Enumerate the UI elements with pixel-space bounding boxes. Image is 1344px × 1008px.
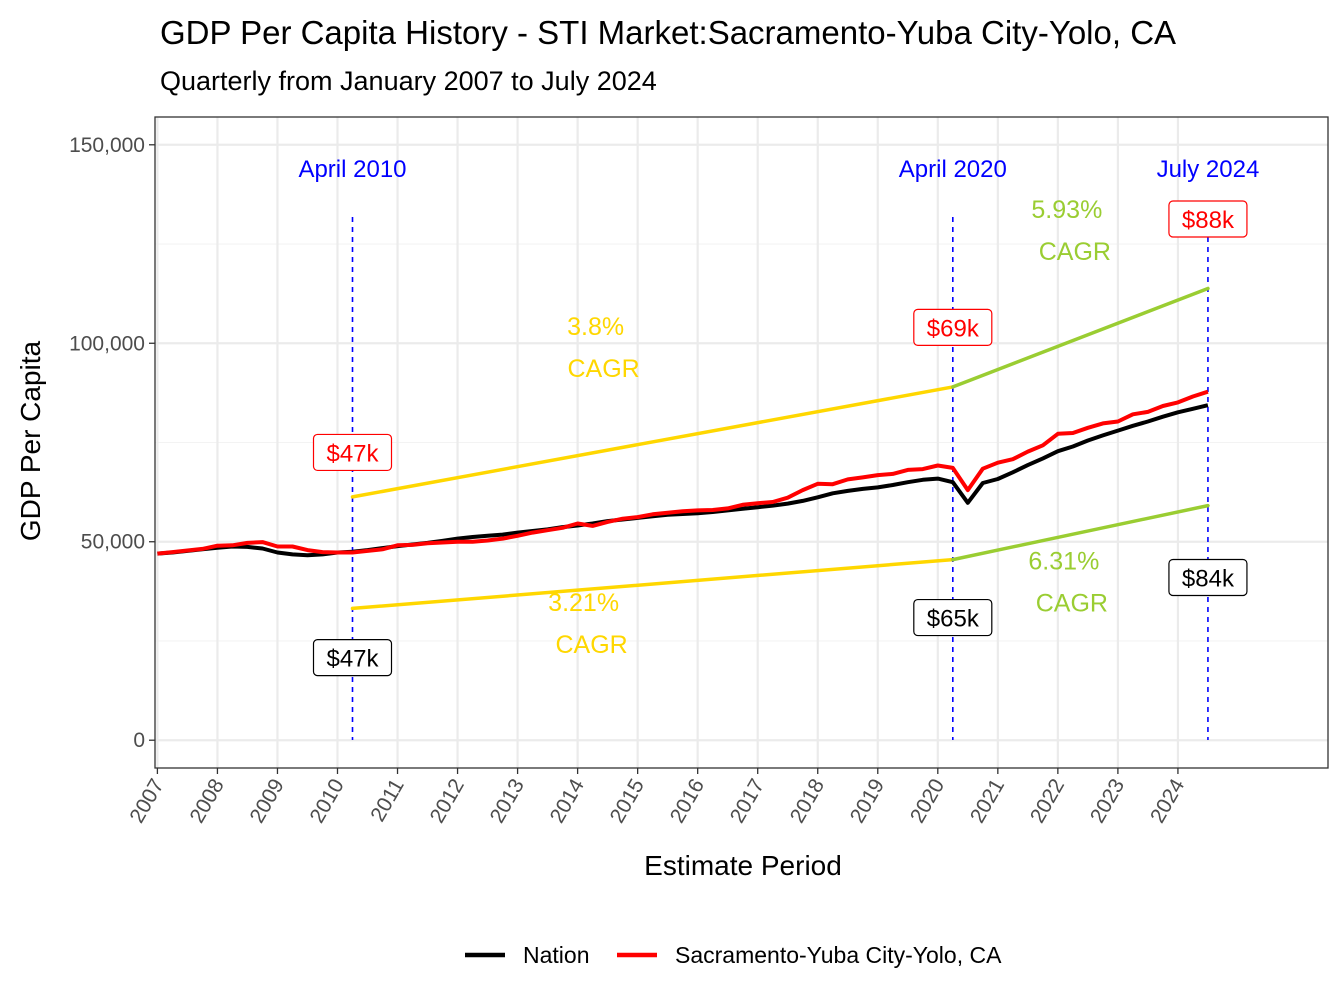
legend: Nation Sacramento-Yuba City-Yolo, CA (465, 942, 1002, 968)
x-tick-label: 2018 (786, 775, 829, 827)
value-label-box (1168, 558, 1248, 597)
cagr-trend-line (951, 503, 1210, 562)
cagr-unit-label: CAGR (1039, 238, 1111, 266)
value-label-box (913, 598, 993, 637)
x-tick-label: 2015 (606, 775, 649, 827)
y-tick-label: 150,000 (69, 134, 145, 157)
cagr-rate-label: 5.93% (1031, 196, 1102, 224)
value-label: $65k (927, 606, 980, 633)
x-tick-label: 2012 (426, 775, 469, 827)
chart-title: GDP Per Capita History - STI Market:Sacr… (160, 14, 1176, 51)
cagr-trend-line (350, 557, 955, 611)
cagr-unit-label: CAGR (1036, 589, 1108, 617)
cagr-rate-label: 6.31% (1028, 547, 1099, 575)
value-label: $88k (1182, 207, 1235, 234)
reference-lines: April 2010 April 2020 July 2024 (298, 156, 1259, 740)
series-line-sacramento-yuba-city-yolo-ca (157, 389, 1209, 556)
data-series (157, 389, 1209, 558)
value-labels: $47k $47k $69k $65k $88k $84k (312, 200, 1248, 677)
x-tick-label: 2021 (966, 775, 1009, 827)
cagr-rate-label: 3.21% (548, 589, 619, 617)
value-label-box (312, 639, 393, 677)
value-label: $47k (326, 646, 379, 673)
legend-label: Nation (523, 942, 589, 968)
value-label-box (913, 308, 993, 346)
value-label: $47k (326, 440, 379, 467)
x-axis-title: Estimate Period (644, 850, 842, 881)
panel-border (154, 116, 1329, 769)
x-tick-label: 2024 (1146, 775, 1189, 827)
x-tick-label: 2007 (125, 775, 168, 827)
x-tick-label: 2020 (906, 775, 949, 827)
x-tick-label: 2009 (246, 775, 289, 827)
x-tick-label: 2016 (666, 775, 709, 827)
x-tick-label: 2011 (366, 775, 409, 826)
legend-label: Sacramento-Yuba City-Yolo, CA (675, 942, 1002, 968)
cagr-unit-label: CAGR (568, 355, 640, 383)
reference-date-label: April 2010 (298, 156, 406, 183)
x-tick-label: 2013 (486, 775, 529, 827)
cagr-unit-label: CAGR (556, 631, 628, 659)
x-tick-label: 2010 (306, 775, 349, 827)
x-tick-label: 2022 (1026, 775, 1069, 827)
x-tick-label: 2023 (1086, 775, 1129, 827)
reference-date-label: April 2020 (899, 156, 1007, 183)
reference-date-label: July 2024 (1157, 156, 1260, 183)
value-label-box (1168, 200, 1248, 238)
x-tick-label: 2017 (726, 775, 769, 827)
x-tick-label: 2019 (846, 775, 889, 827)
value-label: $69k (927, 315, 980, 342)
value-label-box (312, 433, 393, 472)
cagr-trend-lines: 3.8% CAGR 5.93% CAGR 3.21% CAGR 6.31% CAGR (350, 196, 1210, 659)
y-tick-label: 100,000 (69, 332, 145, 355)
value-label: $84k (1182, 565, 1235, 592)
chart-subtitle: Quarterly from January 2007 to July 2024 (160, 66, 657, 96)
y-axis-title: GDP Per Capita (15, 340, 46, 541)
y-tick-label: 0 (133, 729, 145, 752)
cagr-rate-label: 3.8% (567, 313, 624, 341)
x-tick-label: 2008 (185, 775, 228, 827)
cagr-trend-line (350, 385, 955, 499)
x-tick-label: 2014 (546, 775, 589, 827)
cagr-trend-line (951, 286, 1210, 389)
y-tick-label: 50,000 (81, 531, 145, 554)
